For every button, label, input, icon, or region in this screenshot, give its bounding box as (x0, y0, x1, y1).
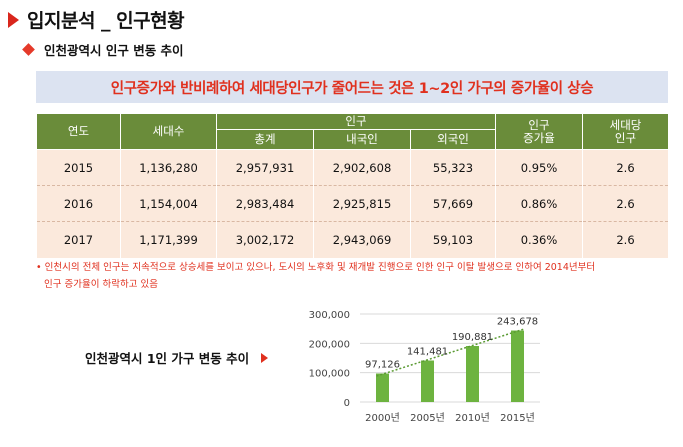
bar (466, 346, 479, 402)
cell-growth: 0.86% (495, 185, 583, 222)
cell-total: 2,983,484 (216, 185, 314, 222)
cell-native: 2,925,815 (313, 185, 411, 222)
section-subtitle: 인천광역시 인구 변동 추이 (22, 40, 184, 59)
cell-households: 1,154,004 (120, 185, 217, 222)
data-label: 141,481 (407, 346, 448, 357)
section-subtitle-text: 인천광역시 인구 변동 추이 (44, 43, 184, 58)
title-triangle-icon (8, 11, 19, 28)
chart-label-text: 인천광역시 1인 가구 변동 추이 (85, 351, 250, 366)
cell-total: 2,957,931 (216, 149, 314, 186)
bar (376, 373, 389, 402)
footnote: • 인천시의 전체 인구는 지속적으로 상승세를 보이고 있으나, 도시의 노후… (36, 259, 636, 293)
header-per-household: 세대당 인구 (582, 113, 669, 150)
x-tick-label: 2000년 (365, 412, 400, 424)
x-tick-label: 2005년 (410, 412, 445, 424)
footnote-line: • 인천시의 전체 인구는 지속적으로 상승세를 보이고 있으나, 도시의 노후… (36, 262, 596, 273)
cell-per-household: 2.6 (582, 221, 669, 258)
cell-households: 1,171,399 (120, 221, 217, 258)
cell-households: 1,136,280 (120, 149, 217, 186)
cell-native: 2,943,069 (313, 221, 411, 258)
bar (421, 360, 434, 402)
cell-year: 2016 (36, 185, 121, 222)
header-foreign: 외국인 (410, 129, 496, 150)
trendline (376, 328, 524, 377)
header-households: 세대수 (120, 113, 217, 150)
cell-foreign: 57,669 (410, 185, 496, 222)
page-title-text: 입지분석 _ 인구현황 (27, 10, 185, 32)
y-tick-label: 300,000 (309, 310, 350, 321)
header-population: 인구 (216, 113, 496, 130)
header-total: 총계 (216, 129, 314, 150)
cell-foreign: 59,103 (410, 221, 496, 258)
header-growth: 인구 증가율 (495, 113, 583, 150)
data-label: 243,678 (497, 317, 538, 328)
footnote-line: 인구 증가율이 하락하고 있음 (44, 279, 158, 290)
header-native: 내국인 (313, 129, 411, 150)
diamond-bullet-icon (22, 43, 35, 56)
header-year: 연도 (36, 113, 121, 150)
cell-growth: 0.95% (495, 149, 583, 186)
x-tick-label: 2010년 (455, 412, 490, 424)
cell-per-household: 2.6 (582, 185, 669, 222)
table-row: 2016 1,154,004 2,983,484 2,925,815 57,66… (36, 185, 669, 222)
chart-label: 인천광역시 1인 가구 변동 추이 (85, 348, 269, 367)
cell-year: 2017 (36, 221, 121, 258)
cell-growth: 0.36% (495, 221, 583, 258)
single-household-chart: 0 100,000 200,000 300,000 97,126 2000년 141,481… (309, 310, 540, 424)
cell-native: 2,902,608 (313, 149, 411, 186)
arrow-right-icon (261, 352, 269, 363)
data-label: 190,881 (452, 332, 493, 343)
table-row: 2015 1,136,280 2,957,931 2,902,608 55,32… (36, 149, 669, 186)
cell-year: 2015 (36, 149, 121, 186)
summary-banner: 인구증가와 반비례하여 세대당인구가 줄어드는 것은 1~2인 가구의 증가율이… (36, 71, 668, 103)
summary-banner-text: 인구증가와 반비례하여 세대당인구가 줄어드는 것은 1~2인 가구의 증가율이… (110, 80, 594, 97)
population-table: 연도 세대수 인구 인구 증가율 세대당 인구 총계 내국인 외국인 2015 … (36, 113, 669, 258)
x-tick-label: 2015년 (500, 412, 535, 424)
cell-foreign: 55,323 (410, 149, 496, 186)
data-label: 97,126 (365, 360, 400, 371)
page-title: 입지분석 _ 인구현황 (8, 6, 185, 33)
y-tick-label: 0 (344, 398, 350, 409)
y-tick-label: 100,000 (309, 369, 350, 380)
table-row: 2017 1,171,399 3,002,172 2,943,069 59,10… (36, 221, 669, 258)
y-tick-label: 200,000 (309, 339, 350, 350)
bar (511, 330, 524, 402)
cell-per-household: 2.6 (582, 149, 669, 186)
cell-total: 3,002,172 (216, 221, 314, 258)
